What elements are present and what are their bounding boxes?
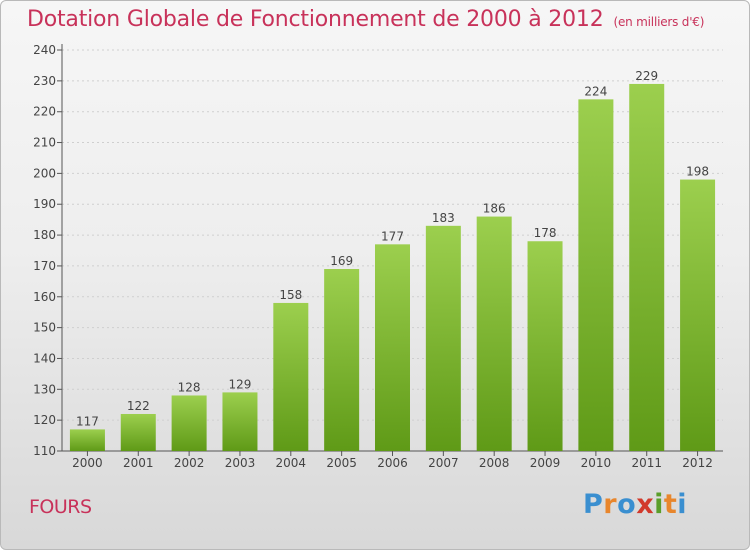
y-tick-label: 180 <box>33 228 56 242</box>
x-tick-label: 2000 <box>72 456 103 470</box>
bar-value-label: 128 <box>178 380 201 394</box>
bar-value-label: 122 <box>127 399 150 413</box>
bar-value-label: 129 <box>229 377 252 391</box>
bar <box>680 179 716 452</box>
y-tick-label: 220 <box>33 105 56 119</box>
x-tick-label: 2003 <box>225 456 256 470</box>
y-tick-label: 140 <box>33 351 56 365</box>
bar <box>69 429 105 451</box>
commune-name: FOURS <box>29 496 92 518</box>
y-tick-label: 160 <box>33 290 56 304</box>
x-tick-label: 2002 <box>174 456 205 470</box>
y-tick-label: 130 <box>33 382 56 396</box>
logo-letter: i <box>677 489 688 520</box>
bar <box>324 269 360 451</box>
x-tick-label: 2010 <box>581 456 612 470</box>
proxiti-logo: Proxiti <box>583 489 687 520</box>
y-tick-label: 150 <box>33 321 56 335</box>
x-tick-label: 2009 <box>530 456 561 470</box>
y-tick-label: 210 <box>33 136 56 150</box>
bar <box>578 99 614 451</box>
bar <box>171 395 207 451</box>
x-tick-label: 2011 <box>631 456 662 470</box>
chart-title: Dotation Globale de Fonctionnement de 20… <box>27 7 704 32</box>
x-tick-label: 2012 <box>682 456 713 470</box>
logo-letter: o <box>617 489 637 520</box>
labels: 110 120 130 140 150 160 170 180 190 200 210 220 230 2… <box>33 43 713 470</box>
x-tick-label: 2006 <box>377 456 408 470</box>
bar-value-label: 178 <box>534 226 557 240</box>
y-tick-label: 200 <box>33 166 56 180</box>
logo-letter: r <box>603 489 618 520</box>
bar-value-label: 169 <box>330 254 353 268</box>
y-tick-label: 120 <box>33 413 56 427</box>
bar-value-label: 117 <box>76 414 99 428</box>
bar <box>222 392 258 451</box>
chart-title-text: Dotation Globale de Fonctionnement de 20… <box>27 7 604 32</box>
bar-value-label: 198 <box>686 165 709 179</box>
bar <box>425 225 461 451</box>
bar <box>120 413 156 451</box>
x-tick-label: 2008 <box>479 456 510 470</box>
logo-letter: t <box>663 489 678 520</box>
bar <box>476 216 512 451</box>
bar-value-label: 183 <box>432 211 455 225</box>
logo-letter: P <box>583 489 604 520</box>
logo-letter: x <box>636 489 655 520</box>
bar-value-label: 229 <box>635 69 658 83</box>
y-tick-label: 240 <box>33 43 56 57</box>
logo-letter: i <box>654 489 664 520</box>
bar <box>375 244 410 451</box>
chart-unit: (en milliers d'€) <box>613 15 705 29</box>
bar <box>527 241 563 451</box>
bar <box>629 83 665 451</box>
y-tick-label: 230 <box>33 74 56 88</box>
x-tick-label: 2007 <box>428 456 459 470</box>
bar-value-label: 186 <box>483 202 506 216</box>
bar <box>273 302 309 451</box>
x-tick-label: 2005 <box>326 456 357 470</box>
y-tick-label: 110 <box>33 444 56 458</box>
bar-value-label: 177 <box>381 229 404 243</box>
y-tick-label: 190 <box>33 197 56 211</box>
bar-value-label: 224 <box>584 84 607 98</box>
x-tick-label: 2004 <box>276 456 307 470</box>
bars <box>69 83 716 452</box>
x-tick-label: 2001 <box>123 456 154 470</box>
y-tick-label: 170 <box>33 259 56 273</box>
bar-value-label: 158 <box>279 288 302 302</box>
